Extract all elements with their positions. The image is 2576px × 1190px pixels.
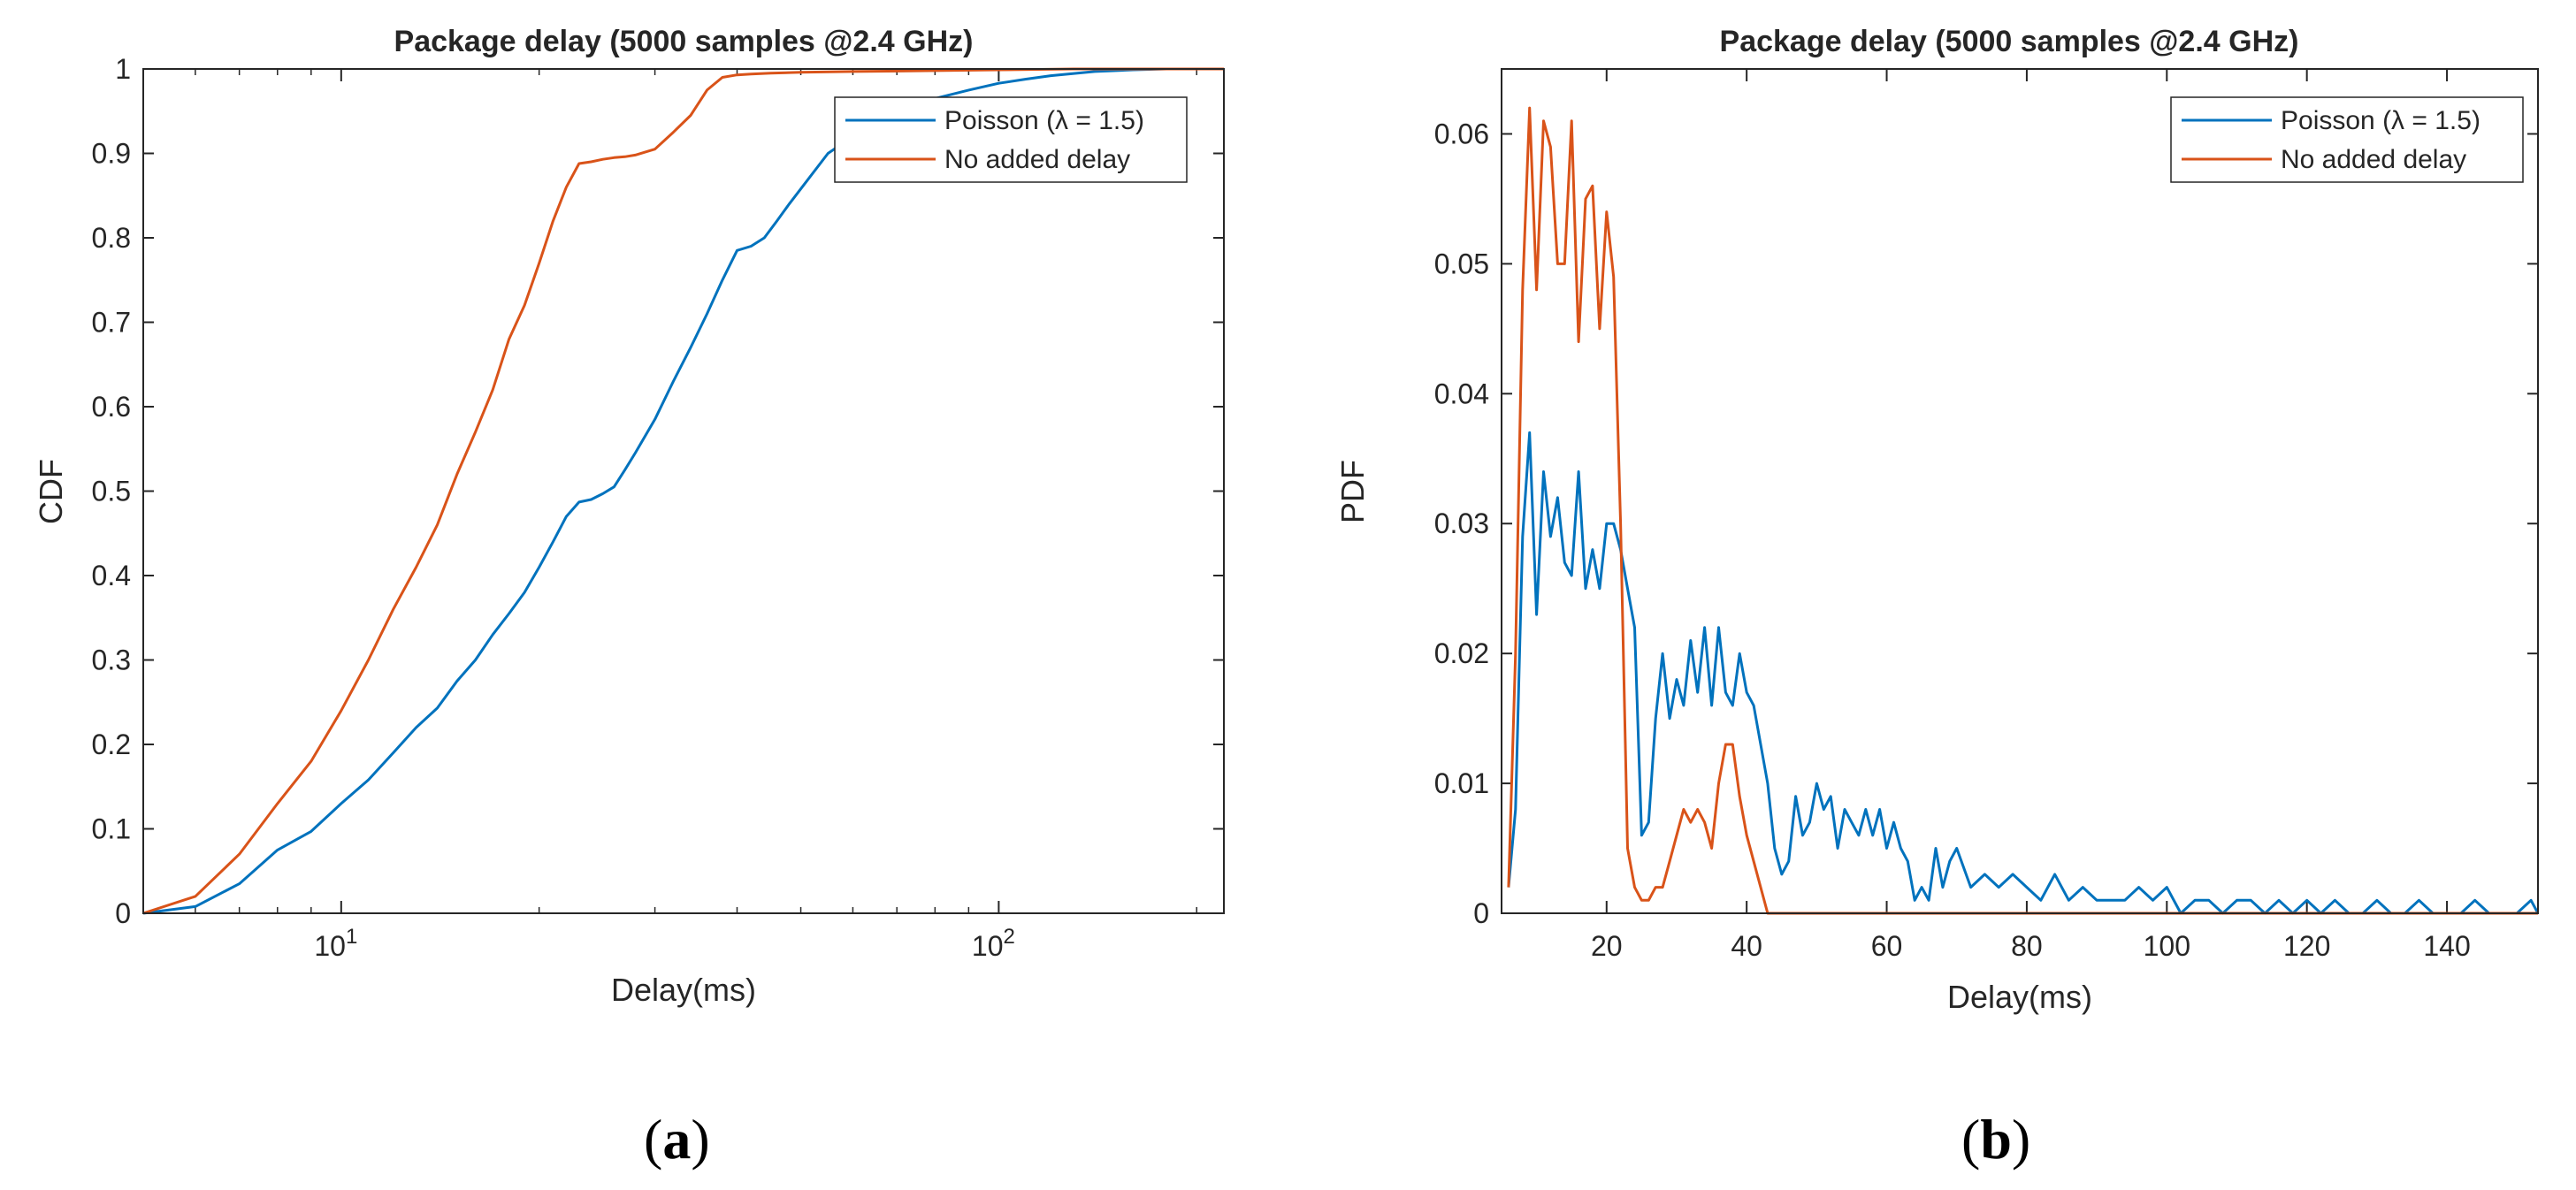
panel-a-legend: Poisson (λ = 1.5) No added delay — [834, 96, 1188, 183]
series-line-no-added-delay — [142, 67, 1224, 915]
x-tick-label: 80 — [2011, 930, 2043, 962]
panel-b-y-axis-label: PDF — [1334, 460, 1371, 523]
panel-b-pdf: Package delay (5000 samples @2.4 GHz) 00… — [1334, 25, 2540, 1171]
panel-b-caption: (b) — [1961, 1108, 2030, 1171]
series-line-poisson — [1507, 431, 2540, 915]
x-tick-label: 40 — [1731, 930, 1762, 962]
y-tick-label: 1 — [115, 53, 131, 85]
caption-close-paren: ) — [2012, 1108, 2030, 1171]
y-tick-label: 0.01 — [1434, 767, 1489, 799]
y-tick-label: 0.03 — [1434, 507, 1489, 539]
panel-a-title: Package delay (5000 samples @2.4 GHz) — [394, 25, 974, 58]
panel-a-y-tick-labels: 0 0.1 0.2 0.3 0.4 0.5 0.6 0.7 0.8 0.9 1 — [92, 53, 131, 929]
y-tick-label: 0.7 — [92, 307, 131, 339]
panel-b-ticks — [1502, 69, 2538, 914]
panel-a-x-axis-label: Delay(ms) — [611, 972, 756, 1008]
panel-a-caption: (a) — [644, 1108, 710, 1171]
y-tick-label: 0.4 — [92, 560, 131, 591]
caption-letter: b — [1980, 1108, 2012, 1171]
y-tick-label: 0.05 — [1434, 248, 1489, 279]
x-tick-label: 100 — [2144, 930, 2190, 962]
panel-a-plot-area — [143, 69, 1224, 913]
panel-a-y-axis-label: CDF — [33, 459, 69, 524]
y-tick-label: 0 — [115, 897, 131, 929]
panel-b-x-axis-label: Delay(ms) — [1947, 979, 2092, 1015]
y-tick-label: 0.02 — [1434, 637, 1489, 669]
y-tick-label: 0.3 — [92, 645, 131, 676]
legend-label-no-added-delay: No added delay — [2281, 145, 2466, 174]
caption-open-paren: ( — [644, 1108, 662, 1171]
panel-a-series — [142, 67, 1224, 915]
series-line-poisson — [142, 67, 1224, 915]
y-tick-label: 0.5 — [92, 476, 131, 507]
panel-b-y-tick-labels: 0 0.01 0.02 0.03 0.04 0.05 0.06 — [1434, 118, 1489, 929]
panel-b-title: Package delay (5000 samples @2.4 GHz) — [1720, 25, 2299, 58]
legend-label-poisson: Poisson (λ = 1.5) — [944, 106, 1144, 135]
panel-a-axes-box — [142, 68, 1225, 914]
y-tick-label: 0.2 — [92, 728, 131, 760]
panel-a-x-tick-labels: 101 102 — [314, 925, 1015, 962]
y-tick-label: 0 — [1473, 897, 1489, 929]
y-tick-label: 0.6 — [92, 391, 131, 423]
y-tick-label: 0.04 — [1434, 378, 1489, 409]
legend-label-poisson: Poisson (λ = 1.5) — [2281, 106, 2480, 135]
x-tick-label: 120 — [2283, 930, 2330, 962]
x-tick-label: 101 — [314, 925, 357, 962]
y-tick-label: 0.9 — [92, 138, 131, 170]
panel-b-axes-box — [1501, 68, 2539, 914]
y-tick-label: 0.06 — [1434, 118, 1489, 149]
panel-b-x-tick-labels: 20 40 60 80 100 120 140 — [1591, 930, 2471, 962]
caption-letter: a — [662, 1108, 691, 1171]
y-tick-label: 0.8 — [92, 222, 131, 254]
x-tick-label: 140 — [2423, 930, 2470, 962]
legend-box — [2170, 96, 2524, 183]
x-tick-label: 20 — [1591, 930, 1623, 962]
x-tick-label: 60 — [1871, 930, 1903, 962]
legend-label-no-added-delay: No added delay — [944, 145, 1130, 174]
caption-close-paren: ) — [691, 1108, 709, 1171]
caption-open-paren: ( — [1961, 1108, 1980, 1171]
x-tick-label: 102 — [972, 925, 1015, 962]
legend-box — [834, 96, 1188, 183]
panel-a-cdf: Package delay (5000 samples @2.4 GHz) 00… — [33, 25, 1225, 1171]
panel-b-plot-area — [1502, 69, 2538, 913]
panel-b-legend: Poisson (λ = 1.5) No added delay — [2170, 96, 2524, 183]
y-tick-label: 0.1 — [92, 813, 131, 845]
